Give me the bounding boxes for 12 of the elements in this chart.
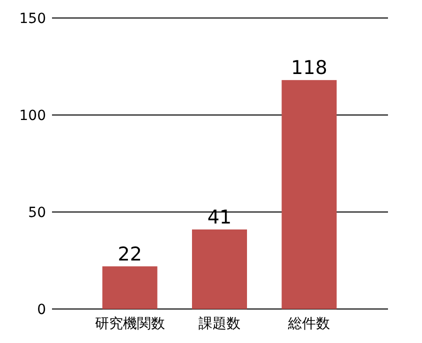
- data-label: 118: [291, 57, 328, 80]
- x-tick-label: 研究機関数: [94, 316, 165, 332]
- data-label: 22: [118, 243, 142, 266]
- bar: [192, 229, 247, 309]
- x-tick-label: 総件数: [287, 316, 330, 332]
- x-tick-label: 課題数: [198, 316, 240, 332]
- y-tick-label: 100: [19, 108, 46, 124]
- y-tick-label: 150: [19, 11, 46, 27]
- y-tick-label: 0: [37, 302, 46, 318]
- bar: [102, 266, 158, 309]
- bar: [282, 80, 337, 309]
- y-tick-label: 50: [28, 205, 46, 221]
